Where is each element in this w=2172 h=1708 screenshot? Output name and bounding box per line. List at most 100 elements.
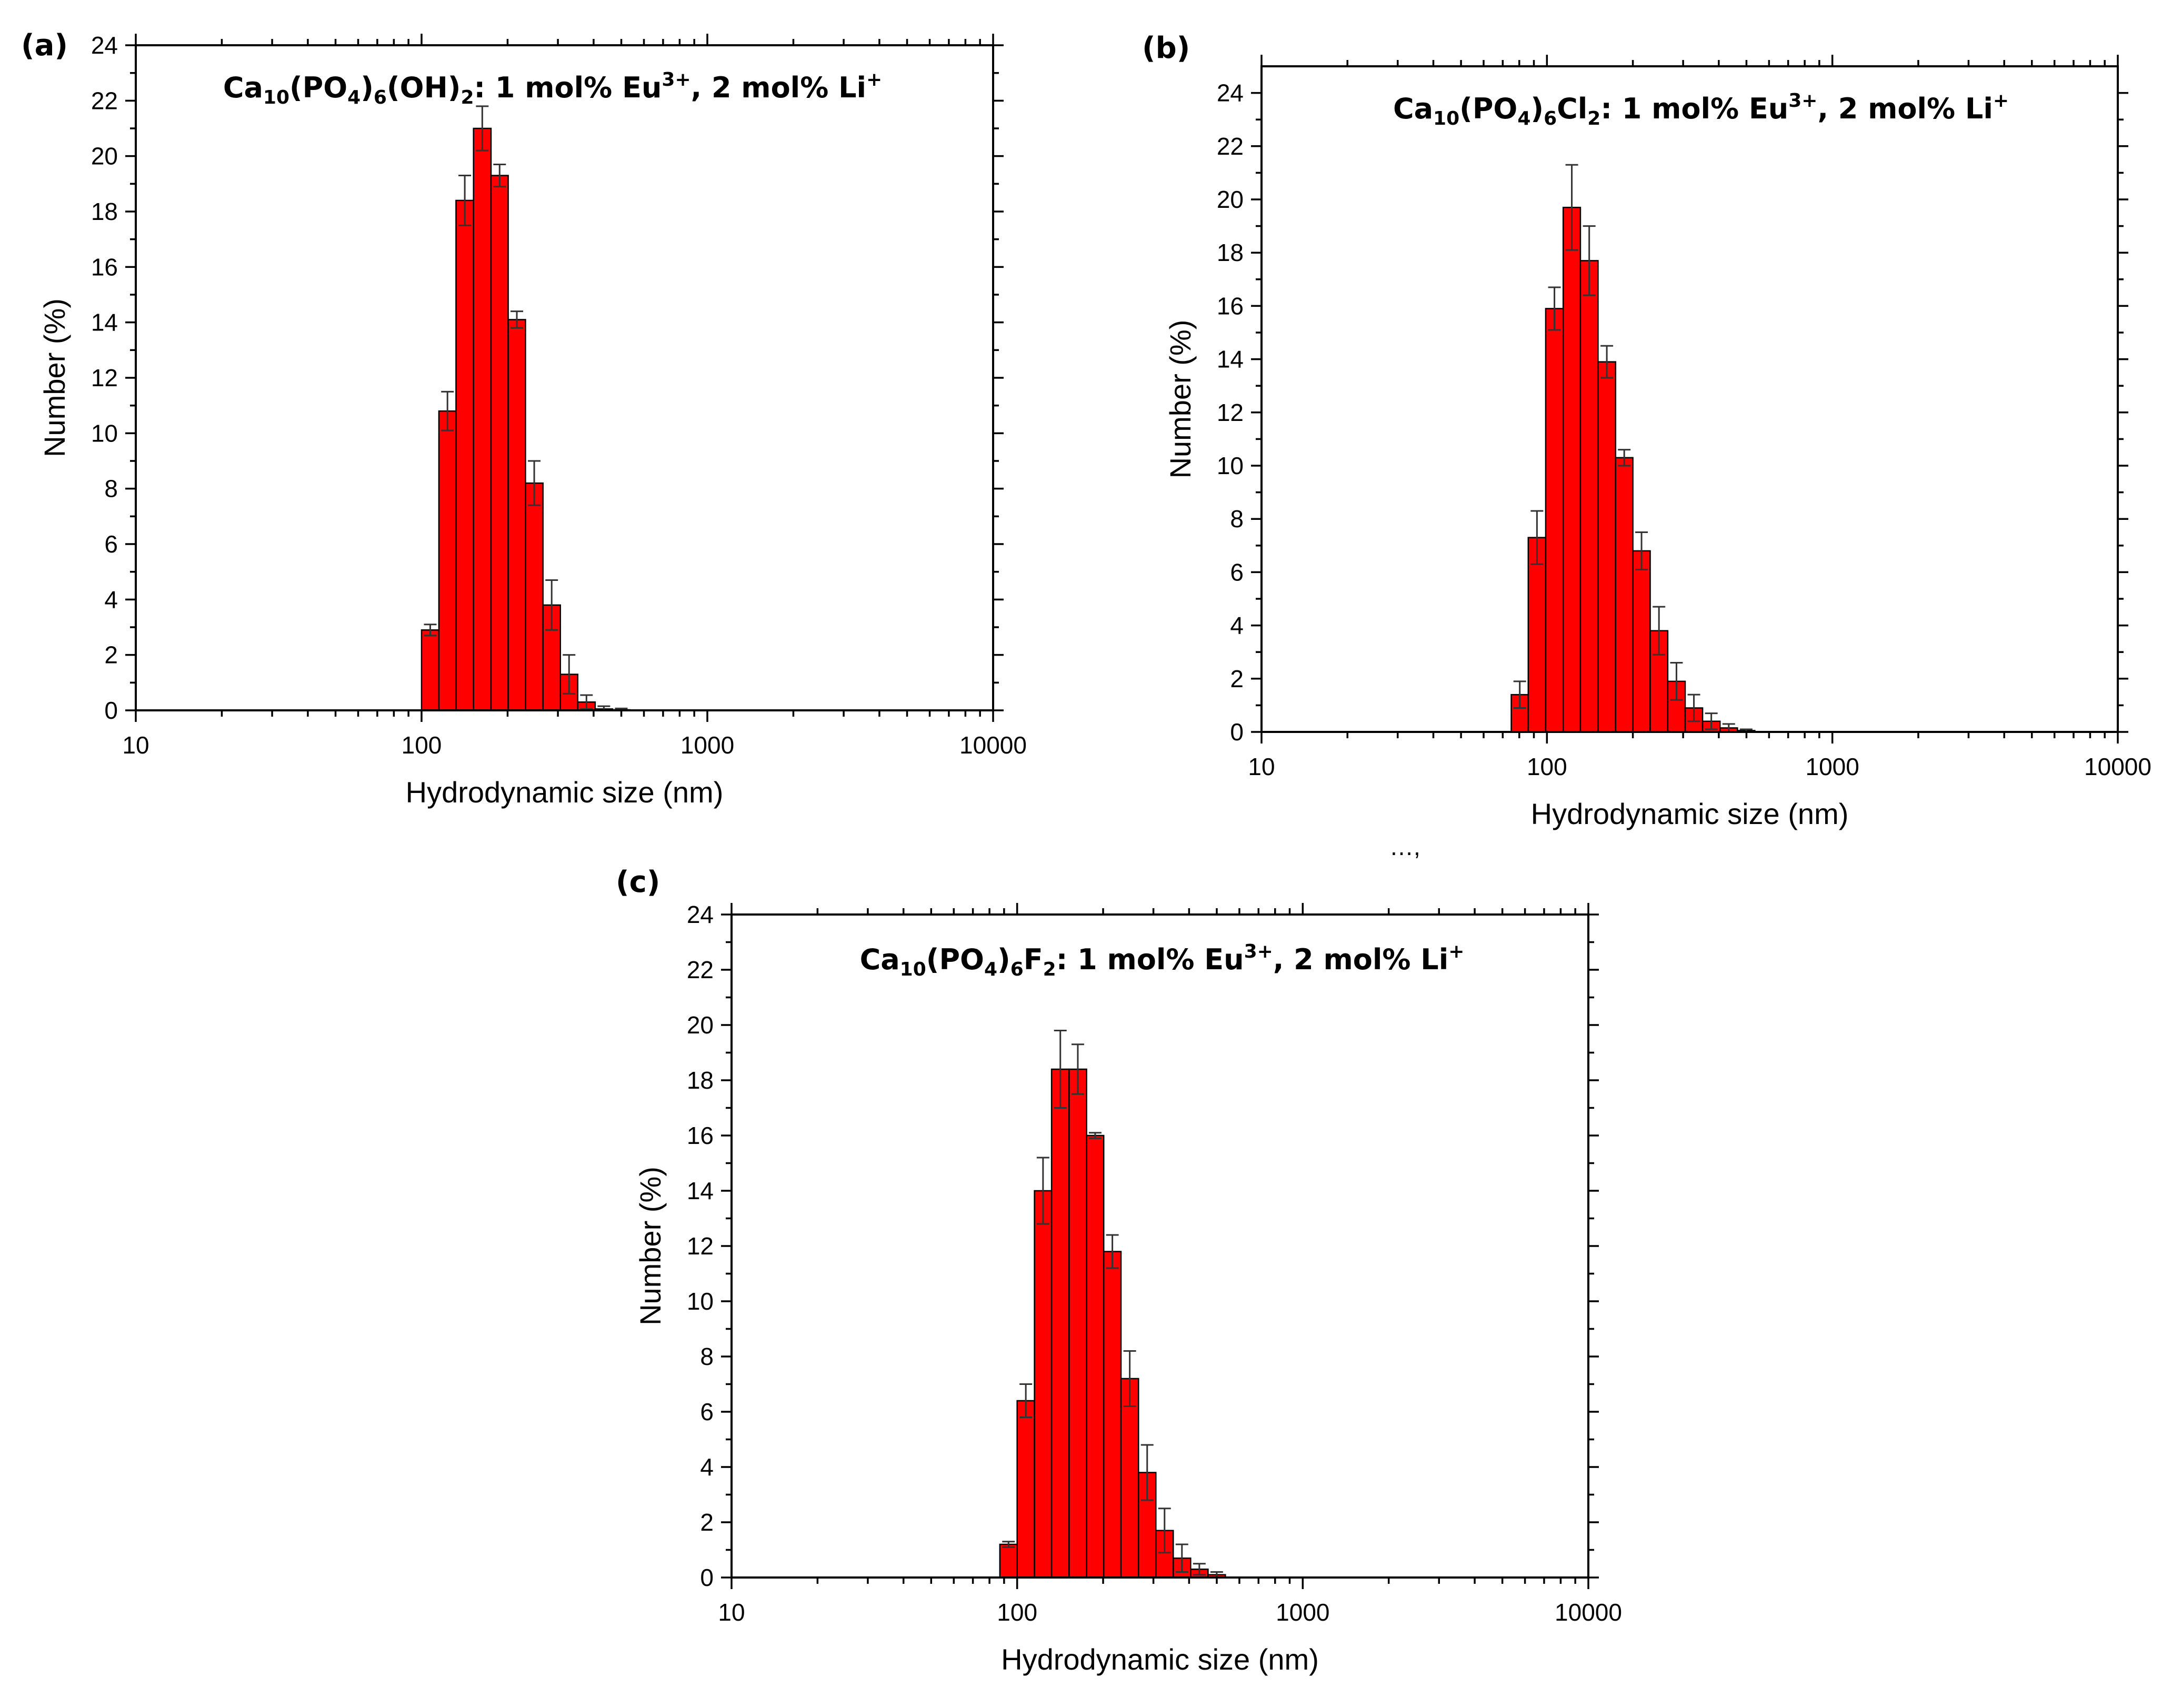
- y-tick-label: 2: [104, 641, 118, 669]
- histogram-bar: [438, 410, 457, 711]
- y-tick-label: 16: [1217, 292, 1244, 319]
- title-superscript: 3+: [1244, 941, 1273, 962]
- title-superscript: 3+: [662, 69, 690, 91]
- title-formula: ): [1530, 92, 1544, 125]
- x-tick-label: 10000: [2084, 753, 2151, 780]
- panel-label: (c): [616, 865, 660, 899]
- title-formula: Cl: [1557, 92, 1587, 125]
- title-superscript: +: [1448, 941, 1464, 962]
- histogram-bar: [1615, 457, 1634, 733]
- y-tick-label: 10: [1217, 452, 1244, 479]
- y-tick-label: 4: [1230, 612, 1244, 639]
- title-text: : 1 mol% Eu: [474, 71, 662, 104]
- y-tick-label: 0: [104, 697, 118, 724]
- x-tick-label: 1000: [1276, 1599, 1329, 1626]
- x-tick-label: 10000: [1555, 1599, 1622, 1626]
- title-superscript: +: [1993, 90, 2009, 112]
- title-formula: F: [1024, 943, 1043, 976]
- y-tick-label: 6: [1230, 558, 1244, 586]
- title-formula: (PO: [1459, 92, 1517, 125]
- x-tick-label: 100: [1527, 753, 1567, 780]
- title-text: : 1 mol% Eu: [1056, 943, 1244, 976]
- y-tick-label: 4: [104, 586, 118, 613]
- histogram-bar: [1016, 1400, 1035, 1579]
- title-formula: (OH): [387, 71, 461, 104]
- x-tick-label: 1000: [1805, 753, 1859, 780]
- histogram-bar: [455, 199, 474, 711]
- y-tick-label: 10: [687, 1288, 714, 1315]
- y-tick-label: 22: [687, 956, 714, 983]
- title-formula: (PO: [289, 71, 347, 104]
- title-subscript: 2: [1587, 108, 1600, 129]
- x-axis-title: Hydrodynamic size (nm): [1531, 797, 1849, 830]
- y-tick-label: 18: [91, 198, 118, 225]
- plot-frame: [1260, 65, 2119, 733]
- title-subscript: 10: [900, 959, 926, 980]
- y-tick-label: 22: [1217, 133, 1244, 160]
- y-tick-label: 2: [700, 1509, 714, 1536]
- x-tick-label: 10: [1248, 753, 1275, 780]
- title-superscript: 3+: [1788, 90, 1817, 112]
- panel-label: (b): [1142, 31, 1190, 65]
- y-tick-label: 18: [1217, 239, 1244, 266]
- histogram-bar: [1545, 308, 1564, 733]
- title-formula: Ca: [860, 943, 900, 976]
- x-tick-label: 1000: [680, 731, 734, 759]
- y-tick-label: 18: [687, 1067, 714, 1094]
- x-axis-title: Hydrodynamic size (nm): [406, 776, 724, 809]
- histogram-bar: [507, 319, 526, 711]
- title-subscript: 10: [1433, 108, 1459, 129]
- y-tick-label: 6: [700, 1398, 714, 1425]
- title-formula: Ca: [223, 71, 263, 104]
- y-tick-label: 4: [700, 1453, 714, 1481]
- x-tick-label: 100: [402, 731, 442, 759]
- title-text: : 1 mol% Eu: [1600, 92, 1788, 125]
- title-formula: Ca: [1393, 92, 1433, 125]
- y-tick-label: 20: [687, 1011, 714, 1039]
- title-subscript: 6: [1010, 959, 1024, 980]
- x-tick-label: 10: [718, 1599, 745, 1626]
- histogram-bar: [1103, 1251, 1122, 1579]
- y-axis-title: Number (%): [634, 1167, 667, 1325]
- histogram-bar: [490, 175, 509, 711]
- title-formula: ): [361, 71, 374, 104]
- title-formula: ): [997, 943, 1010, 976]
- histogram-bar: [1579, 260, 1599, 733]
- histogram-bar: [421, 629, 440, 711]
- histogram-bar: [999, 1543, 1018, 1579]
- y-tick-label: 8: [1230, 505, 1244, 533]
- plot-frame: [135, 44, 994, 711]
- y-tick-label: 8: [104, 475, 118, 503]
- histogram-bar: [1120, 1378, 1139, 1579]
- y-tick-label: 12: [687, 1232, 714, 1260]
- x-axis-title: Hydrodynamic size (nm): [1001, 1643, 1319, 1676]
- histogram-bar: [1562, 206, 1582, 733]
- y-tick-label: 14: [91, 309, 118, 336]
- title-subscript: 6: [374, 87, 387, 108]
- title-subscript: 10: [263, 87, 289, 108]
- title-formula: (PO: [926, 943, 984, 976]
- histogram-bar: [1068, 1068, 1087, 1579]
- y-tick-label: 8: [700, 1343, 714, 1370]
- y-tick-label: 12: [1217, 399, 1244, 426]
- y-tick-label: 14: [1217, 346, 1244, 373]
- y-tick-label: 14: [687, 1177, 714, 1204]
- histogram-bar: [1050, 1068, 1070, 1579]
- x-tick-label: 100: [997, 1599, 1037, 1626]
- histogram-bar: [1527, 537, 1547, 733]
- x-tick-label: 10: [122, 731, 149, 759]
- histogram-bar: [473, 127, 492, 711]
- y-tick-label: 24: [687, 901, 714, 928]
- title-subscript: 6: [1544, 108, 1557, 129]
- y-tick-label: 24: [91, 32, 118, 59]
- y-axis-title: Number (%): [1164, 320, 1197, 479]
- y-tick-label: 0: [1230, 718, 1244, 746]
- y-tick-label: 0: [700, 1564, 714, 1591]
- y-tick-label: 20: [1217, 186, 1244, 213]
- y-tick-label: 12: [91, 364, 118, 391]
- histogram-bar: [1034, 1190, 1053, 1579]
- histogram-bar: [1137, 1472, 1157, 1579]
